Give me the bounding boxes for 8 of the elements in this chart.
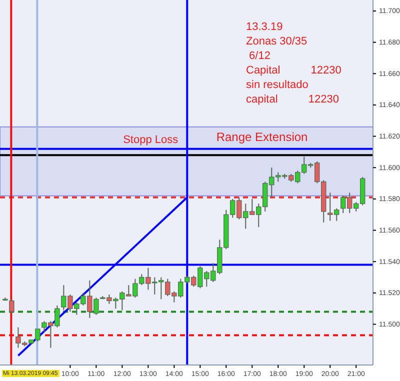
annotation: sin resultado bbox=[246, 79, 308, 91]
annotation: Zonas 30/35 bbox=[246, 36, 308, 48]
annotation: 6/12 bbox=[246, 50, 270, 62]
band-label: Range Extension bbox=[216, 130, 308, 144]
ref-line-label: Stopp Loss bbox=[123, 134, 179, 146]
annotation: capital 12230 bbox=[246, 94, 339, 106]
annotation: 13.3.19 bbox=[246, 21, 283, 33]
annotation: Capital 12230 bbox=[246, 64, 342, 76]
